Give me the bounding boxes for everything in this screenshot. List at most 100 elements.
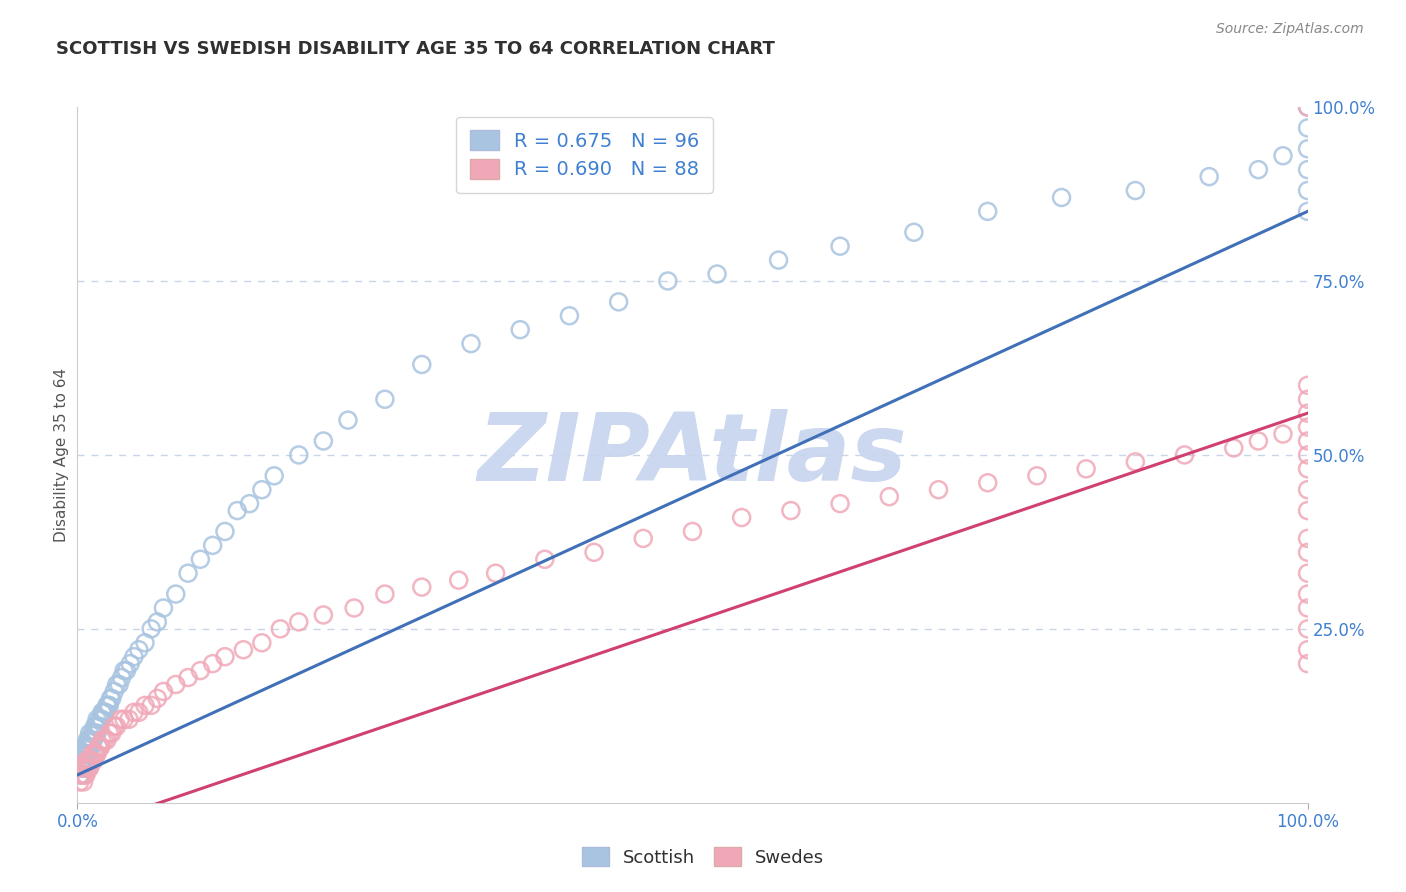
Point: [82, 726, 104, 740]
Point: [79, 754, 101, 768]
Point: [70, 768, 93, 782]
Point: [374, 392, 396, 407]
Point: [70, 747, 93, 761]
Point: [93, 706, 115, 720]
Point: [1296, 462, 1319, 476]
Point: [79, 761, 101, 775]
Point: [879, 490, 901, 504]
Point: [1125, 184, 1147, 198]
Point: [82, 733, 104, 747]
Point: [76, 740, 98, 755]
Point: [89, 712, 111, 726]
Point: [343, 601, 366, 615]
Point: [98, 698, 121, 713]
Point: [76, 754, 98, 768]
Point: [460, 336, 482, 351]
Point: [1076, 462, 1098, 476]
Point: [1296, 378, 1319, 392]
Point: [1296, 420, 1319, 434]
Point: [312, 607, 335, 622]
Point: [1296, 587, 1319, 601]
Point: [112, 712, 135, 726]
Point: [177, 566, 200, 581]
Point: [73, 768, 96, 782]
Point: [101, 691, 124, 706]
Point: [190, 552, 212, 566]
Point: [977, 475, 1000, 490]
Point: [1272, 427, 1295, 442]
Point: [70, 754, 93, 768]
Point: [1174, 448, 1197, 462]
Point: [70, 761, 93, 775]
Point: [122, 649, 145, 664]
Point: [1272, 149, 1295, 163]
Point: [82, 726, 104, 740]
Point: [1296, 120, 1319, 135]
Point: [105, 677, 128, 691]
Point: [288, 448, 311, 462]
Point: [534, 552, 557, 566]
Point: [250, 636, 273, 650]
Point: [103, 684, 125, 698]
Point: [1125, 455, 1147, 469]
Legend: Scottish, Swedes: Scottish, Swedes: [575, 840, 831, 874]
Point: [111, 671, 132, 685]
Point: [830, 497, 852, 511]
Point: [77, 740, 100, 755]
Point: [1296, 566, 1319, 581]
Point: [337, 413, 360, 427]
Point: [1296, 142, 1319, 156]
Point: [103, 719, 125, 733]
Point: [263, 468, 285, 483]
Point: [105, 719, 128, 733]
Point: [232, 642, 254, 657]
Point: [112, 664, 135, 678]
Point: [312, 434, 335, 448]
Point: [75, 740, 97, 755]
Point: [1296, 184, 1319, 198]
Point: [780, 503, 803, 517]
Point: [239, 497, 262, 511]
Point: [657, 274, 679, 288]
Point: [75, 747, 97, 761]
Point: [447, 573, 470, 587]
Point: [79, 733, 101, 747]
Point: [75, 768, 97, 782]
Point: [509, 323, 531, 337]
Point: [928, 483, 950, 497]
Point: [82, 747, 104, 761]
Point: [120, 657, 142, 671]
Point: [80, 740, 103, 755]
Point: [86, 712, 108, 726]
Point: [583, 545, 606, 559]
Point: [90, 740, 112, 755]
Point: [128, 706, 150, 720]
Point: [72, 740, 94, 755]
Point: [97, 698, 120, 713]
Point: [70, 761, 93, 775]
Point: [1296, 100, 1319, 114]
Point: [1296, 100, 1319, 114]
Point: [72, 775, 94, 789]
Point: [1296, 642, 1319, 657]
Point: [73, 754, 96, 768]
Point: [1296, 392, 1319, 407]
Point: [731, 510, 754, 524]
Point: [226, 503, 249, 517]
Point: [75, 754, 97, 768]
Point: [89, 719, 111, 733]
Point: [269, 622, 291, 636]
Point: [1247, 434, 1270, 448]
Point: [141, 698, 163, 713]
Point: [214, 524, 236, 539]
Point: [108, 677, 131, 691]
Point: [90, 706, 114, 720]
Point: [72, 761, 94, 775]
Point: [89, 740, 111, 755]
Point: [190, 664, 212, 678]
Point: [82, 754, 104, 768]
Point: [90, 733, 114, 747]
Point: [83, 747, 105, 761]
Point: [607, 294, 630, 309]
Point: [80, 754, 103, 768]
